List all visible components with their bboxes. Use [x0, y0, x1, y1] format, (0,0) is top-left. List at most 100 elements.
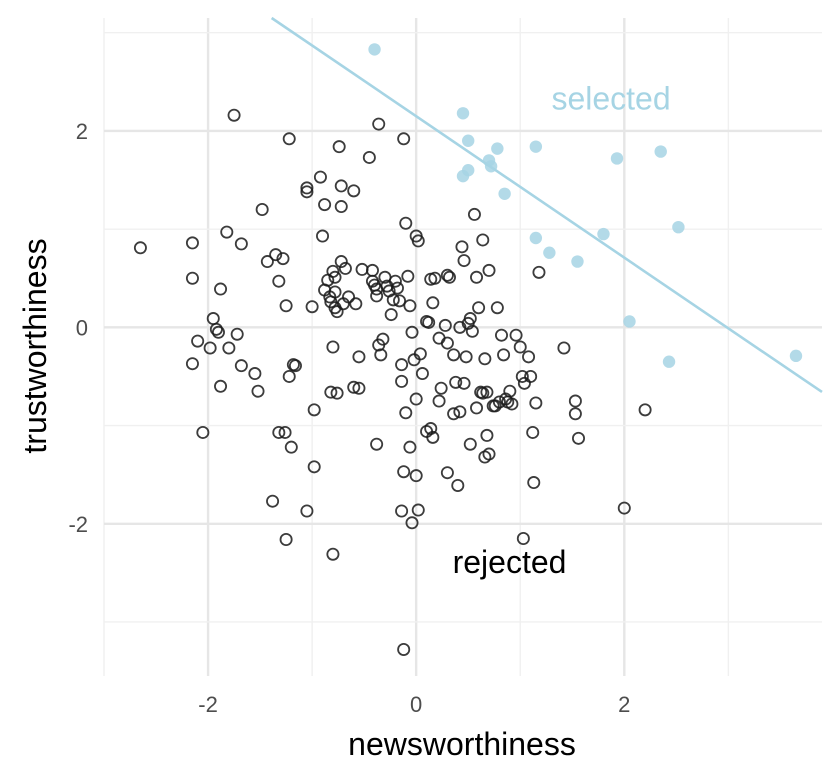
rejected-point — [488, 399, 502, 413]
rejected-point — [326, 340, 340, 354]
rejected-point — [524, 369, 538, 383]
rejected-point — [324, 385, 338, 399]
rejected-point — [505, 397, 519, 411]
rejected-point — [352, 381, 366, 395]
rejected-point — [307, 460, 321, 474]
rejected-point — [509, 328, 523, 342]
rejected-point — [463, 437, 477, 451]
rejected-point — [399, 406, 413, 420]
grid — [103, 18, 822, 676]
selected-point — [529, 231, 543, 245]
rejected-point — [526, 425, 540, 439]
selected-point — [456, 169, 470, 183]
rejected-point — [347, 380, 361, 394]
annotations: selected rejected — [453, 80, 671, 580]
rejected-point — [342, 290, 356, 304]
rejected-point — [428, 271, 442, 285]
rejected-point — [191, 334, 205, 348]
threshold-line-group — [270, 16, 823, 394]
selected-point — [368, 43, 381, 56]
rejected-point — [476, 386, 490, 400]
rejected-point — [522, 350, 536, 364]
rejected-point — [260, 255, 274, 269]
x-tick-label: -2 — [198, 692, 218, 717]
rejected-point — [476, 233, 490, 247]
rejected-point — [467, 207, 481, 221]
selected-point — [789, 349, 803, 363]
rejected-point — [355, 262, 369, 276]
rejected-point — [497, 348, 511, 362]
rejected-point — [397, 132, 411, 146]
rejected-point — [395, 374, 409, 388]
rejected-point — [453, 405, 467, 419]
rejected-point — [334, 179, 348, 193]
rejected-point — [300, 185, 314, 199]
selected-point — [529, 140, 543, 153]
threshold-line — [270, 16, 823, 394]
rejected-point — [328, 285, 342, 299]
rejected-point — [472, 301, 486, 315]
rejected-point — [214, 379, 228, 393]
rejected-point — [300, 181, 314, 195]
rejected-point — [282, 369, 296, 383]
rejected-point — [185, 357, 199, 371]
rejected-point — [352, 350, 366, 364]
rejected-point — [463, 312, 477, 326]
rejected-point — [318, 198, 332, 212]
rejected-point — [397, 465, 411, 479]
rejected-point — [399, 216, 413, 230]
rejected-point — [248, 367, 262, 381]
rejected-point — [478, 450, 492, 464]
rejected-point — [276, 252, 290, 266]
rejected-point — [457, 376, 471, 390]
rejected-point — [272, 425, 286, 439]
rejected-point — [440, 466, 454, 480]
rejected-point — [313, 170, 327, 184]
rejected-point — [422, 315, 436, 329]
selected-point — [543, 246, 556, 259]
rejected-point — [465, 324, 479, 338]
rejected-point — [390, 281, 404, 295]
rejected-point — [338, 261, 352, 275]
points-group — [133, 43, 803, 656]
rejected-point — [409, 469, 423, 483]
rejected-point — [384, 308, 398, 322]
rejected-point — [411, 503, 425, 517]
rejected-point — [272, 274, 286, 288]
rejected-point — [459, 350, 473, 364]
rejected-point — [470, 401, 484, 415]
rejected-point — [395, 504, 409, 518]
rejected-point — [185, 271, 199, 285]
rejected-point — [568, 394, 582, 408]
rejected-point — [411, 234, 425, 248]
selected-point — [662, 355, 676, 368]
rejected-point — [513, 340, 527, 354]
rejected-point — [401, 269, 415, 283]
rejected-point — [255, 203, 269, 217]
rejected-point — [442, 270, 456, 284]
y-tick-label: 0 — [76, 315, 88, 340]
rejected-point — [470, 270, 484, 284]
rejected-point — [492, 395, 506, 409]
rejected-point — [209, 322, 223, 336]
rejected-point — [326, 264, 340, 278]
rejected-point — [278, 425, 292, 439]
rejected-point — [133, 241, 147, 255]
selected-point — [654, 145, 667, 158]
rejected-point — [440, 268, 454, 282]
selected-point — [597, 227, 610, 241]
selected-point — [462, 134, 475, 147]
rejected-point — [438, 318, 452, 332]
rejected-point — [451, 478, 465, 492]
x-tick-label: 2 — [618, 692, 630, 717]
rejected-point — [330, 305, 344, 319]
rejected-point — [326, 547, 340, 561]
rejected-point — [490, 301, 504, 315]
rejected-point — [426, 296, 440, 310]
rejected-point — [269, 248, 283, 262]
rejected-point — [397, 642, 411, 656]
rejected-point — [300, 504, 314, 518]
y-axis-title: trustworthiness — [17, 238, 53, 453]
rejected-point — [328, 270, 342, 284]
rejected-point — [196, 425, 210, 439]
